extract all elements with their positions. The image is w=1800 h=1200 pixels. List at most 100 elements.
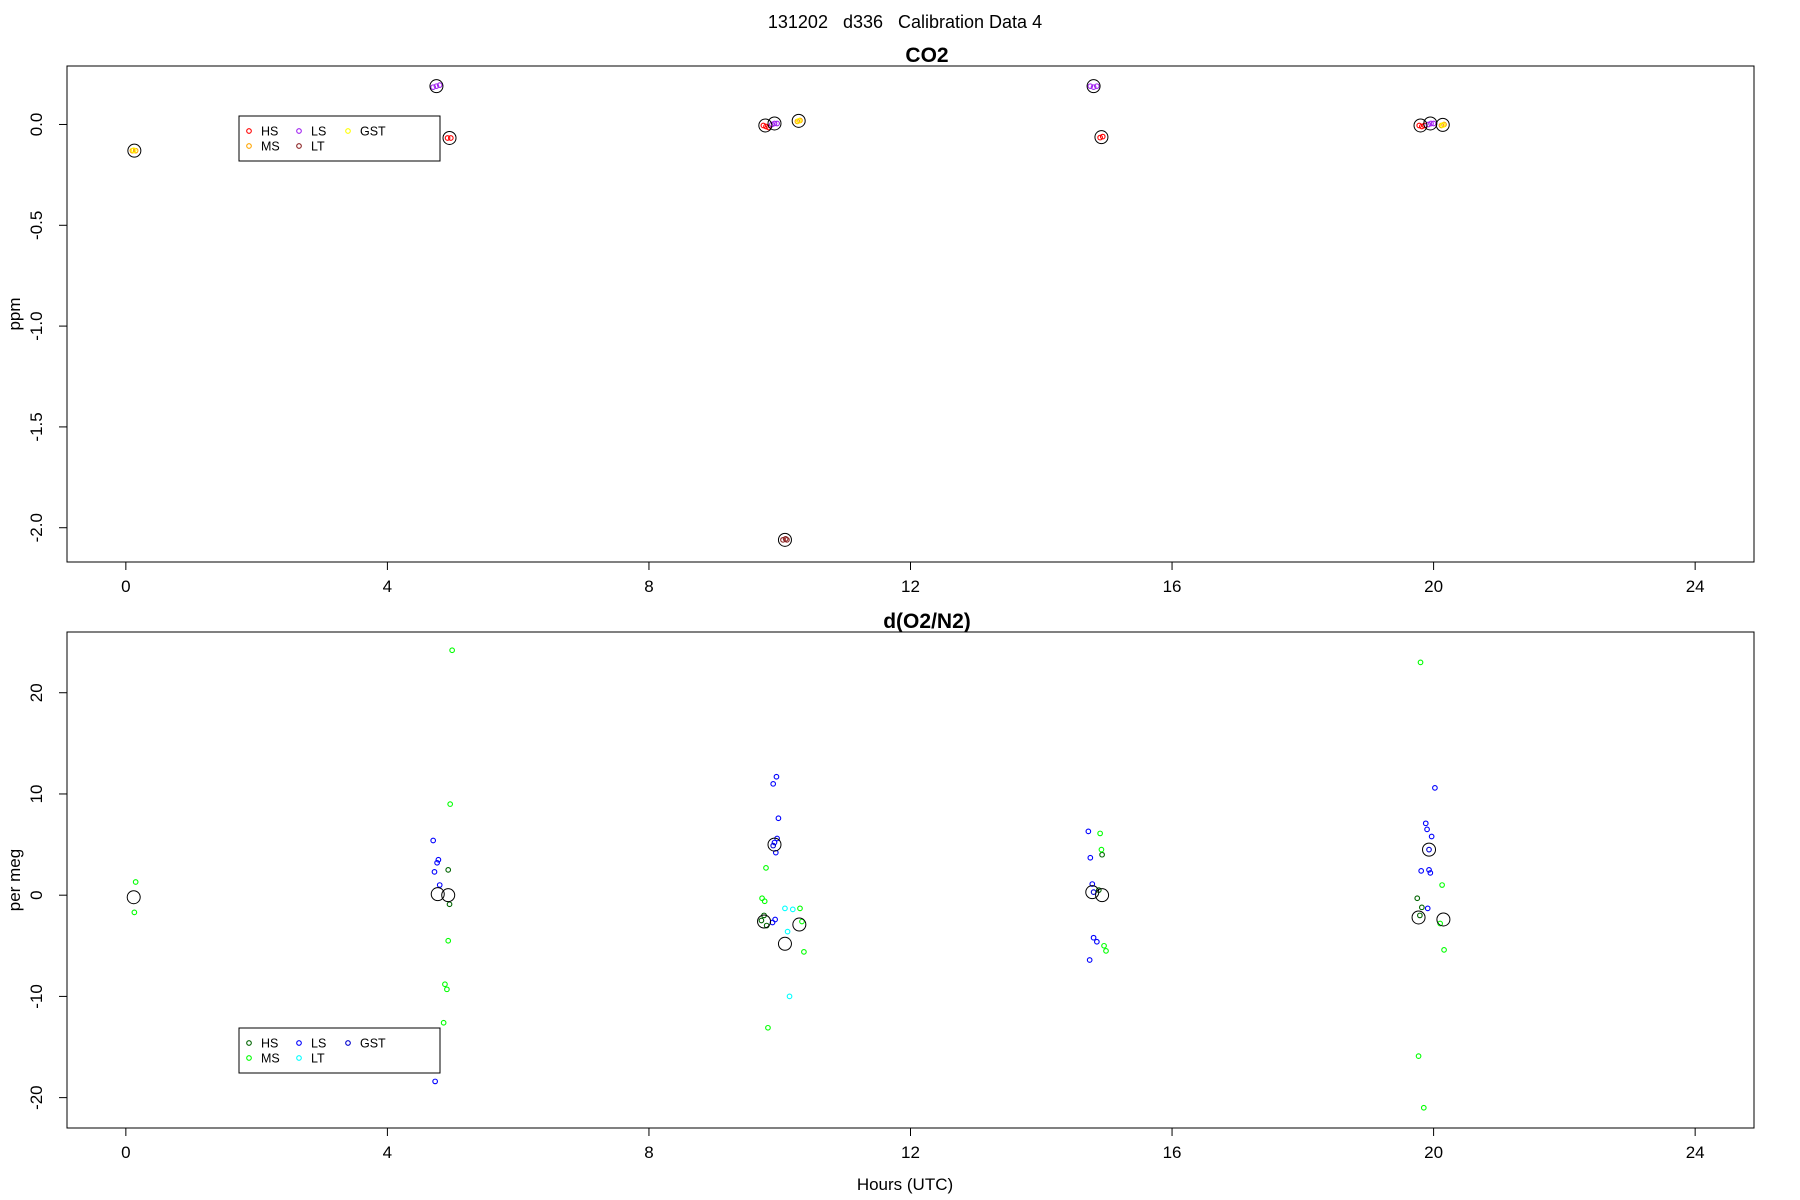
o2n2-point-ms — [1420, 1104, 1427, 1111]
o2n2-point-ms — [449, 647, 455, 654]
o2n2-point-ls — [1424, 905, 1431, 912]
o2n2-point-lt — [786, 993, 793, 1000]
o2n2-point-ms — [1097, 830, 1103, 837]
o2n2-legend-marker-ms — [246, 1055, 252, 1061]
co2-point-hs — [1416, 122, 1423, 129]
o2n2-mean-marker — [1085, 885, 1100, 900]
o2n2-mean-marker — [1422, 842, 1437, 857]
o2n2-point-ls — [1086, 957, 1093, 963]
o2n2-mean-marker — [777, 936, 792, 951]
o2n2-legend-marker-ls — [296, 1040, 302, 1046]
o2n2-point-ls — [772, 849, 779, 856]
o2n2-mean-marker — [1436, 912, 1451, 927]
o2n2-point-ms — [132, 879, 139, 885]
co2-point-ls — [433, 83, 440, 90]
o2n2-point-ls — [435, 856, 442, 863]
co2-point-gst — [130, 147, 137, 154]
co2-legend-marker-ls — [296, 128, 302, 134]
o2n2-mean-marker — [126, 890, 141, 905]
co2-panel: CO2 ppm 0 4 8 12 16 20 24 0.0 -0.5 -1.0 -1.5 -2.0 HS… — [5, 44, 1755, 596]
co2-mean-marker — [1413, 118, 1428, 133]
o2n2-legend-label-gst: GST — [360, 1037, 386, 1051]
co2-mean-marker — [127, 143, 142, 158]
o2n2-legend-marker-lt — [296, 1055, 302, 1061]
co2-x-tick-label: 24 — [1686, 577, 1705, 596]
o2n2-point-ls — [1424, 826, 1430, 833]
o2n2-mean-marker — [1411, 910, 1426, 925]
co2-legend-box — [238, 115, 441, 162]
o2n2-point-ms — [761, 898, 768, 905]
o2n2-point-lt — [784, 928, 791, 935]
o2n2-point-ms — [1098, 846, 1105, 853]
o2n2-point-ls — [436, 882, 443, 888]
o2n2-point-ms — [1439, 882, 1445, 888]
o2n2-point-ms — [765, 1024, 771, 1031]
co2-y-tick-label: -1.5 — [27, 412, 46, 441]
o2n2-point-ms — [1441, 946, 1447, 953]
o2n2-legend-marker-gst — [345, 1040, 351, 1046]
o2n2-title: d(O2/N2) — [883, 610, 971, 633]
o2n2-point-ls — [775, 815, 782, 822]
o2n2-point-ls — [1089, 881, 1096, 887]
co2-point-ls — [436, 82, 443, 89]
o2n2-y-tick-label: 10 — [27, 784, 46, 803]
co2-point-ls — [771, 120, 778, 127]
co2-legend-marker-lt — [296, 143, 302, 149]
co2-y-tick-label: -1.0 — [27, 311, 46, 340]
co2-point-ls — [1087, 83, 1094, 90]
co2-point-ls — [1425, 121, 1432, 128]
co2-point-ls — [774, 120, 780, 127]
co2-legend-marker-hs — [246, 128, 252, 134]
co2-point-ls — [1090, 84, 1097, 91]
o2n2-mean-marker — [757, 914, 772, 929]
co2-mean-marker — [767, 116, 782, 131]
co2-point-gst — [795, 117, 802, 124]
o2n2-mean-marker — [1095, 888, 1110, 903]
co2-mean-marker — [442, 130, 457, 145]
o2n2-y-axis-label: per meg — [5, 849, 24, 911]
o2n2-x-tick-label: 0 — [121, 1143, 130, 1162]
o2n2-mean-marker — [792, 917, 807, 932]
co2-title: CO2 — [905, 44, 948, 67]
o2n2-x-tick-label: 20 — [1424, 1143, 1443, 1162]
o2n2-point-ms — [763, 865, 769, 871]
o2n2-point-ls — [1090, 934, 1097, 941]
o2n2-point-ls — [1427, 870, 1434, 876]
o2n2-point-ls — [1085, 828, 1092, 835]
o2n2-point-hs — [1418, 904, 1425, 911]
co2-legend-label-ms: MS — [261, 140, 280, 154]
o2n2-x-tick-label: 4 — [383, 1143, 392, 1162]
co2-y-tick-label: -0.5 — [27, 211, 46, 240]
co2-point-hs — [444, 135, 451, 141]
co2-point-hs — [447, 135, 454, 141]
o2n2-y-tick-label: -20 — [27, 1085, 46, 1110]
o2n2-x-tick-label: 16 — [1163, 1143, 1182, 1162]
co2-point-ls — [1428, 120, 1434, 127]
co2-x-tick-label: 4 — [383, 577, 392, 596]
co2-legend-label-ls: LS — [311, 125, 326, 139]
o2n2-legend-label-ms: MS — [261, 1052, 280, 1066]
o2n2-point-ls — [773, 773, 780, 780]
o2n2-point-ms — [447, 801, 454, 807]
o2n2-point-lt — [789, 906, 796, 913]
co2-point-gst — [1439, 122, 1446, 128]
co2-point-hs — [760, 122, 767, 129]
o2n2-legend-marker-hs — [246, 1040, 252, 1046]
o2n2-point-gst — [1426, 846, 1432, 853]
o2n2-legend-box — [238, 1027, 441, 1074]
o2n2-point-ls — [434, 859, 440, 866]
o2n2-point-ms — [797, 905, 803, 912]
co2-legend-label-lt: LT — [311, 140, 325, 154]
co2-mean-marker — [1435, 117, 1450, 132]
o2n2-x-tick-label: 8 — [644, 1143, 653, 1162]
co2-mean-marker — [791, 113, 806, 128]
o2n2-point-ms — [1101, 942, 1107, 949]
o2n2-y-tick-label: -10 — [27, 984, 46, 1009]
o2n2-point-ls — [770, 780, 777, 787]
o2n2-point-ls — [771, 839, 778, 846]
co2-point-lt — [784, 536, 790, 543]
o2n2-legend-label-hs: HS — [261, 1037, 278, 1051]
x-axis-label: Hours (UTC) — [857, 1175, 953, 1194]
